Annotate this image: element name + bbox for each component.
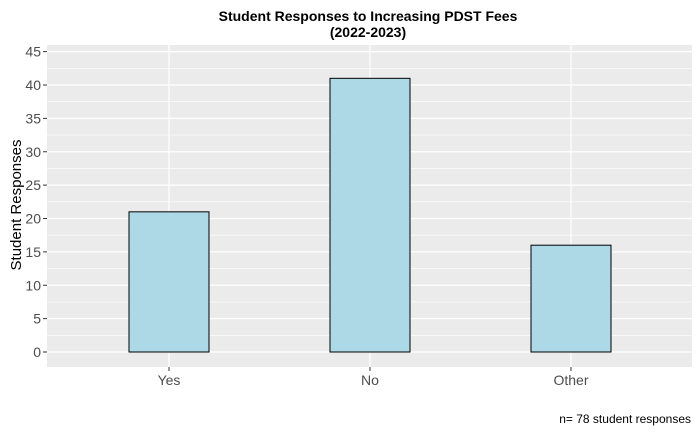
- y-tick-label: 25: [25, 177, 41, 193]
- x-tick-label: Other: [553, 372, 588, 388]
- chart-caption: n= 78 student responses: [559, 412, 691, 426]
- bars: [128, 77, 612, 353]
- chart-title: Student Responses to Increasing PDST Fee…: [219, 8, 518, 24]
- bar-yes: [128, 211, 210, 353]
- x-tick-label: No: [361, 372, 379, 388]
- y-tick-label: 5: [33, 311, 41, 327]
- x-tick-label: Yes: [158, 372, 181, 388]
- bar-other: [530, 244, 612, 353]
- y-tick-label: 0: [33, 344, 41, 360]
- y-tick-label: 45: [25, 44, 41, 60]
- bar-no: [329, 77, 411, 353]
- x-axis-ticks: Yes No Other: [158, 367, 589, 388]
- y-tick-label: 15: [25, 244, 41, 260]
- y-tick-label: 30: [25, 144, 41, 160]
- y-axis-title: Student Responses: [8, 140, 25, 271]
- y-tick-label: 35: [25, 110, 41, 126]
- y-tick-label: 40: [25, 77, 41, 93]
- y-tick-label: 10: [25, 277, 41, 293]
- y-axis-ticks: 0 5 10 15 20 25 30 35 40 45: [25, 44, 47, 360]
- chart-subtitle: (2022-2023): [330, 24, 406, 40]
- y-tick-label: 20: [25, 211, 41, 227]
